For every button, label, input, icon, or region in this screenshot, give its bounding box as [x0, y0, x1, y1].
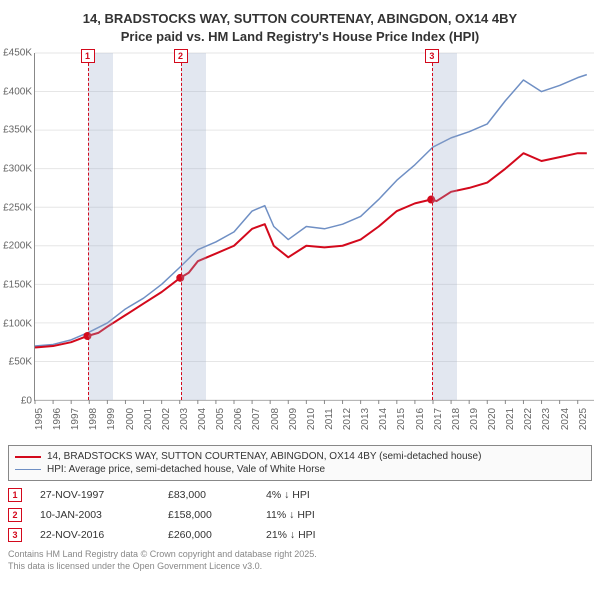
x-tick-label: 2006 [233, 408, 244, 430]
sale-vline [88, 53, 89, 400]
y-tick-label: £100K [3, 318, 32, 329]
x-axis: 1995 1996 1997 1998 1999 2000 2001 2002 2003 2004… [34, 401, 594, 441]
y-tick-label: £300K [3, 164, 32, 175]
sale-diff: 21% ↓ HPI [266, 529, 356, 541]
legend-label: HPI: Average price, semi-detached house,… [47, 464, 325, 475]
plot-region: 123 [34, 53, 594, 401]
legend-item: HPI: Average price, semi-detached house,… [15, 463, 585, 476]
y-tick-label: £350K [3, 125, 32, 136]
sale-marker-box: 3 [425, 49, 439, 63]
y-tick-label: £250K [3, 202, 32, 213]
y-tick-label: £150K [3, 280, 32, 291]
sale-price: £260,000 [168, 529, 248, 541]
y-axis: £0£50K£100K£150K£200K£250K£300K£350K£400… [0, 53, 34, 401]
sale-price: £83,000 [168, 489, 248, 501]
x-tick-label: 2012 [342, 408, 353, 430]
x-tick-label: 2017 [433, 408, 444, 430]
x-tick-label: 2014 [378, 408, 389, 430]
x-tick-label: 2016 [415, 408, 426, 430]
x-tick-label: 2022 [523, 408, 534, 430]
x-tick-label: 2002 [161, 408, 172, 430]
y-tick-label: £50K [9, 357, 32, 368]
x-tick-label: 2013 [360, 408, 371, 430]
x-tick-label: 2019 [469, 408, 480, 430]
y-tick-label: £400K [3, 86, 32, 97]
x-tick-label: 2020 [487, 408, 498, 430]
title-line-2: Price paid vs. HM Land Registry's House … [8, 28, 592, 46]
legend-item: 14, BRADSTOCKS WAY, SUTTON COURTENAY, AB… [15, 450, 585, 463]
sale-marker-box: 2 [174, 49, 188, 63]
x-tick-label: 1999 [106, 408, 117, 430]
chart-area: £0£50K£100K£150K£200K£250K£300K£350K£400… [34, 53, 594, 401]
legend-swatch [15, 469, 41, 470]
x-tick-label: 2004 [197, 408, 208, 430]
chart-title: 14, BRADSTOCKS WAY, SUTTON COURTENAY, AB… [0, 0, 600, 49]
x-tick-label: 2005 [215, 408, 226, 430]
y-tick-label: £450K [3, 48, 32, 59]
y-tick-label: £0 [21, 396, 32, 407]
sale-band [88, 53, 113, 400]
legend: 14, BRADSTOCKS WAY, SUTTON COURTENAY, AB… [8, 445, 592, 481]
plot-svg [35, 53, 594, 400]
sales-row: 3 22-NOV-2016 £260,000 21% ↓ HPI [8, 525, 592, 545]
x-tick-label: 2000 [125, 408, 136, 430]
x-tick-label: 2003 [179, 408, 190, 430]
sale-marker-box: 1 [81, 49, 95, 63]
x-tick-label: 2024 [560, 408, 571, 430]
sales-row: 2 10-JAN-2003 £158,000 11% ↓ HPI [8, 505, 592, 525]
x-tick-label: 2025 [578, 408, 589, 430]
sale-band [432, 53, 457, 400]
title-line-1: 14, BRADSTOCKS WAY, SUTTON COURTENAY, AB… [8, 10, 592, 28]
x-tick-label: 1996 [52, 408, 63, 430]
x-tick-label: 2018 [451, 408, 462, 430]
sales-table: 1 27-NOV-1997 £83,000 4% ↓ HPI 2 10-JAN-2003 £… [8, 485, 592, 545]
x-tick-label: 2011 [324, 408, 335, 430]
x-tick-label: 1997 [70, 408, 81, 430]
x-tick-label: 2008 [270, 408, 281, 430]
x-tick-label: 1998 [88, 408, 99, 430]
sale-diff: 11% ↓ HPI [266, 509, 356, 521]
x-tick-label: 2009 [288, 408, 299, 430]
sale-date: 10-JAN-2003 [40, 509, 150, 521]
legend-label: 14, BRADSTOCKS WAY, SUTTON COURTENAY, AB… [47, 451, 481, 462]
footer-line-1: Contains HM Land Registry data © Crown c… [8, 549, 592, 561]
footer-line-2: This data is licensed under the Open Gov… [8, 561, 592, 573]
sale-date: 27-NOV-1997 [40, 489, 150, 501]
sale-marker: 1 [8, 488, 22, 502]
x-tick-label: 2001 [143, 408, 154, 430]
series-hpi [35, 75, 587, 346]
y-tick-label: £200K [3, 241, 32, 252]
sale-marker: 2 [8, 508, 22, 522]
series-subject [35, 153, 587, 347]
sale-band [181, 53, 206, 400]
x-tick-label: 2007 [251, 408, 262, 430]
x-tick-label: 2023 [541, 408, 552, 430]
sale-diff: 4% ↓ HPI [266, 489, 356, 501]
sale-vline [181, 53, 182, 400]
sale-date: 22-NOV-2016 [40, 529, 150, 541]
sale-vline [432, 53, 433, 400]
x-tick-label: 2015 [396, 408, 407, 430]
sale-price: £158,000 [168, 509, 248, 521]
x-tick-label: 2021 [505, 408, 516, 430]
sale-marker: 3 [8, 528, 22, 542]
sales-row: 1 27-NOV-1997 £83,000 4% ↓ HPI [8, 485, 592, 505]
footer: Contains HM Land Registry data © Crown c… [8, 549, 592, 572]
x-tick-label: 1995 [34, 408, 45, 430]
legend-swatch [15, 456, 41, 458]
x-tick-label: 2010 [306, 408, 317, 430]
